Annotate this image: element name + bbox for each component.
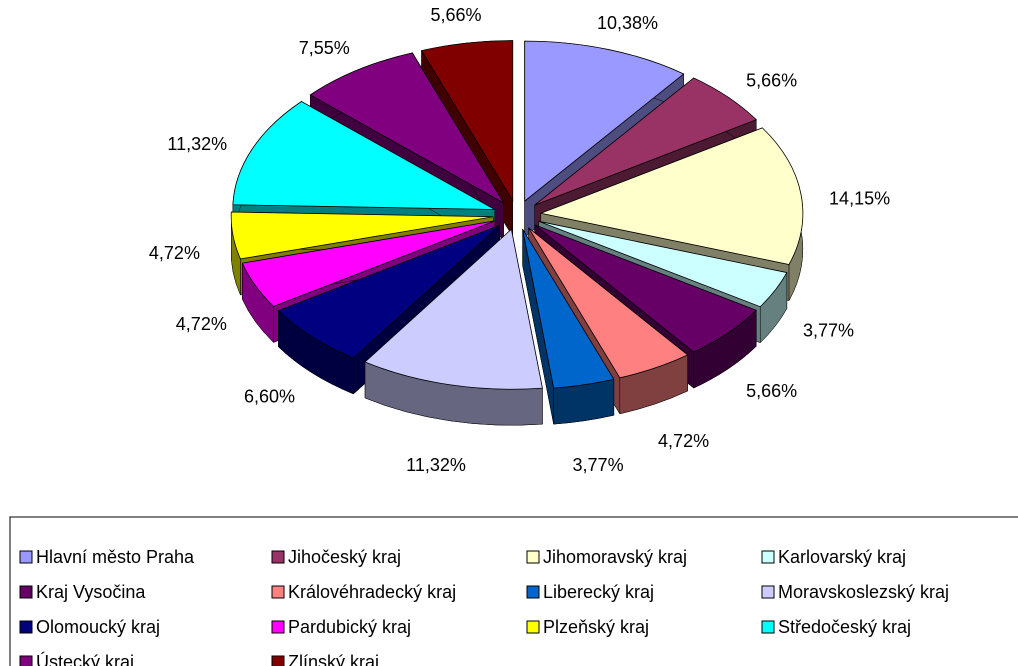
legend-swatch xyxy=(19,655,33,666)
legend-swatch xyxy=(271,620,285,634)
legend-swatch xyxy=(271,655,285,666)
data-label: 6,60% xyxy=(244,387,295,407)
slice xyxy=(364,228,543,390)
legend-swatch xyxy=(526,550,540,564)
slice xyxy=(232,101,495,210)
data-label: 7,55% xyxy=(299,38,350,58)
legend-label: Ústecký kraj xyxy=(36,651,134,666)
legend-label: Karlovarský kraj xyxy=(778,547,906,567)
legend-swatch xyxy=(19,550,33,564)
slice xyxy=(528,227,689,379)
legend-swatch xyxy=(19,585,33,599)
slice xyxy=(230,211,494,260)
legend-label: Hlavní město Praha xyxy=(36,547,195,567)
data-label: 4,72% xyxy=(658,431,709,451)
legend-swatch xyxy=(271,550,285,564)
data-label: 3,77% xyxy=(803,320,854,340)
legend-label: Zlínský kraj xyxy=(288,652,379,666)
legend-label: Středočeský kraj xyxy=(778,617,911,637)
slice xyxy=(522,228,615,425)
slice xyxy=(538,220,788,308)
slice xyxy=(522,229,615,389)
data-label: 5,66% xyxy=(746,71,797,91)
slice xyxy=(420,40,514,203)
data-label: 3,77% xyxy=(573,455,624,475)
legend-swatch xyxy=(271,585,285,599)
legend-swatch xyxy=(761,585,775,599)
legend-label: Olomoucký kraj xyxy=(36,617,160,637)
legend-label: Jihomoravský kraj xyxy=(543,547,687,567)
legend-label: Plzeňský kraj xyxy=(543,617,649,637)
slice xyxy=(534,224,758,353)
data-label: 4,72% xyxy=(149,243,200,263)
legend-label: Moravskoslezský kraj xyxy=(778,582,949,602)
data-label: 5,66% xyxy=(430,5,481,25)
legend-box xyxy=(9,516,1018,666)
legend-label: Kraj Vysočina xyxy=(36,582,146,602)
legend-swatch xyxy=(526,620,540,634)
legend-swatch xyxy=(761,620,775,634)
legend-swatch xyxy=(19,620,33,634)
slice xyxy=(524,40,685,202)
legend-swatch xyxy=(761,550,775,564)
legend-swatch xyxy=(526,585,540,599)
slice xyxy=(364,228,543,426)
legend-label: Liberecký kraj xyxy=(543,582,654,602)
data-label: 10,38% xyxy=(597,13,658,33)
slice xyxy=(241,220,496,307)
slice xyxy=(539,127,804,265)
slice xyxy=(277,224,501,359)
data-label: 5,66% xyxy=(746,381,797,401)
legend-label: Jihočeský kraj xyxy=(288,547,401,567)
slice xyxy=(534,77,758,206)
legend-label: Pardubický kraj xyxy=(288,617,411,637)
data-label: 11,32% xyxy=(406,455,466,475)
data-label: 11,32% xyxy=(167,134,227,154)
slice xyxy=(309,52,505,204)
legend-label: Královéhradecký kraj xyxy=(288,582,456,602)
data-label: 4,72% xyxy=(176,314,227,334)
data-label: 14,15% xyxy=(829,189,890,209)
